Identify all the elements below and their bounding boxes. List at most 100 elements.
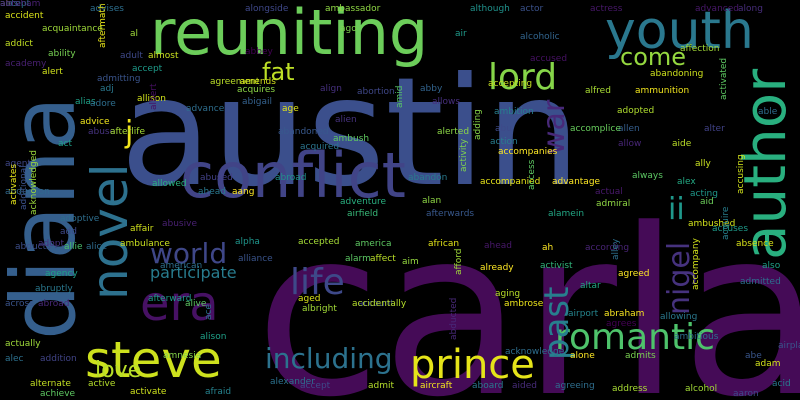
- word-alice: alice: [86, 242, 108, 252]
- word-additional: additional: [19, 165, 29, 210]
- word-along: along: [738, 4, 763, 14]
- word-accusing: accusing: [736, 154, 746, 194]
- word-adopt: adopt: [38, 239, 64, 249]
- word-actress: actress: [590, 4, 623, 14]
- word-albert: albert: [149, 83, 159, 111]
- word-adj: adj: [100, 84, 114, 94]
- word-acknowledge: acknowledge: [505, 347, 565, 357]
- word-aboard: aboard: [472, 381, 504, 391]
- word-advantage: advantage: [552, 177, 601, 187]
- word-adding: adding: [473, 109, 483, 140]
- word-age: age: [282, 104, 299, 114]
- word-airplane: airplane: [778, 341, 800, 351]
- word-admitting: admitting: [97, 74, 141, 84]
- word-abigail: abigail: [242, 97, 272, 107]
- word-agency: agency: [45, 269, 78, 279]
- word-acting: acting: [690, 189, 718, 199]
- word-afterward: afterward: [148, 294, 192, 304]
- word-abroad: abroad: [275, 173, 307, 183]
- word-air: air: [455, 29, 467, 39]
- word-alan: alan: [422, 196, 442, 206]
- word-abroad: abroad: [38, 299, 70, 309]
- word-alfred: alfred: [585, 86, 611, 96]
- word-adam: adam: [755, 359, 781, 369]
- word-abducted: abducted: [449, 297, 459, 340]
- word-abuse: abuse: [88, 127, 116, 137]
- word-actual: actual: [595, 187, 623, 197]
- word-ambrose: ambrose: [504, 299, 544, 309]
- word-aircraft: aircraft: [420, 381, 453, 391]
- word-achieve: achieve: [40, 389, 76, 399]
- word-abused: abused: [200, 173, 233, 183]
- word-afraid: afraid: [205, 387, 232, 397]
- word-allowing: allowing: [660, 312, 698, 322]
- word-account: account: [358, 299, 394, 309]
- word-alternate: alternate: [30, 379, 71, 389]
- word-novel: novel: [81, 163, 139, 300]
- word-addition: addition: [40, 354, 77, 364]
- word-alerted: alerted: [437, 127, 470, 137]
- word-aim: aim: [402, 257, 419, 267]
- word-actor: actor: [520, 4, 544, 14]
- word-abraham: abraham: [604, 309, 645, 319]
- word-accuses: accuses: [712, 224, 749, 234]
- word-agent: agent: [5, 159, 31, 169]
- word-allison: allison: [137, 94, 166, 104]
- word-aids: aids: [0, 0, 19, 9]
- word-affection: affection: [680, 44, 720, 54]
- word-american: american: [160, 261, 203, 271]
- word-advance: advance: [186, 104, 225, 114]
- word-ammunition: ammunition: [635, 86, 690, 96]
- word-accepted: accepted: [298, 237, 340, 247]
- word-alien: alien: [335, 115, 357, 125]
- word-abbey: abbey: [245, 47, 273, 57]
- word-ambushed: ambushed: [688, 219, 736, 229]
- word-acid: acid: [772, 379, 791, 389]
- word-activist: activist: [540, 261, 573, 271]
- word-alcoholic: alcoholic: [520, 32, 560, 42]
- word-abraham: abraham: [0, 0, 41, 9]
- word-acknowledged: acknowledged: [29, 150, 39, 215]
- word-ability: ability: [48, 49, 76, 59]
- word-active: active: [88, 379, 116, 389]
- word-amends: amends: [240, 77, 276, 87]
- word-abe: abe: [745, 351, 762, 361]
- word-abandon: abandon: [408, 173, 448, 183]
- word-activate: activate: [130, 387, 167, 397]
- word-aide: aide: [672, 139, 692, 149]
- word-lord: lord: [488, 57, 558, 98]
- word-ago: ago: [340, 24, 357, 34]
- word-al: al: [130, 29, 139, 39]
- word-austin: austin: [120, 46, 581, 220]
- word-accidentally: accidentally: [352, 299, 407, 309]
- word-across: across: [5, 299, 34, 309]
- word-african: african: [428, 239, 460, 249]
- word-alley: alley: [611, 238, 621, 260]
- word-alec: alec: [5, 354, 24, 364]
- word-alliance: alliance: [238, 254, 273, 264]
- word-addict: addict: [5, 39, 33, 49]
- word-alone: alone: [570, 351, 595, 361]
- word-according: according: [585, 243, 630, 253]
- word-ahead: ahead: [198, 187, 226, 197]
- word-action: action: [490, 137, 518, 147]
- word-abandoning: abandoning: [650, 69, 704, 79]
- word-allie: allie: [64, 242, 83, 252]
- word-alarm: alarm: [345, 254, 371, 264]
- word-abduction: abduction: [5, 187, 50, 197]
- word-adult: adult: [120, 51, 143, 61]
- word-ambulance: ambulance: [120, 239, 170, 249]
- word-advice: advice: [80, 117, 110, 127]
- word-abusive: abusive: [162, 219, 197, 229]
- word-alongside: alongside: [245, 4, 289, 14]
- word-accompany: accompany: [691, 238, 701, 290]
- word-although: although: [470, 4, 510, 14]
- word-acquaintance: acquaintance: [42, 24, 103, 34]
- word-always: always: [632, 171, 663, 181]
- word-add: add: [60, 227, 77, 237]
- word-ahead: ahead: [484, 241, 512, 251]
- word-alex: alex: [677, 177, 696, 187]
- word-alamein: alamein: [548, 209, 585, 219]
- word-adoptive: adoptive: [60, 214, 100, 224]
